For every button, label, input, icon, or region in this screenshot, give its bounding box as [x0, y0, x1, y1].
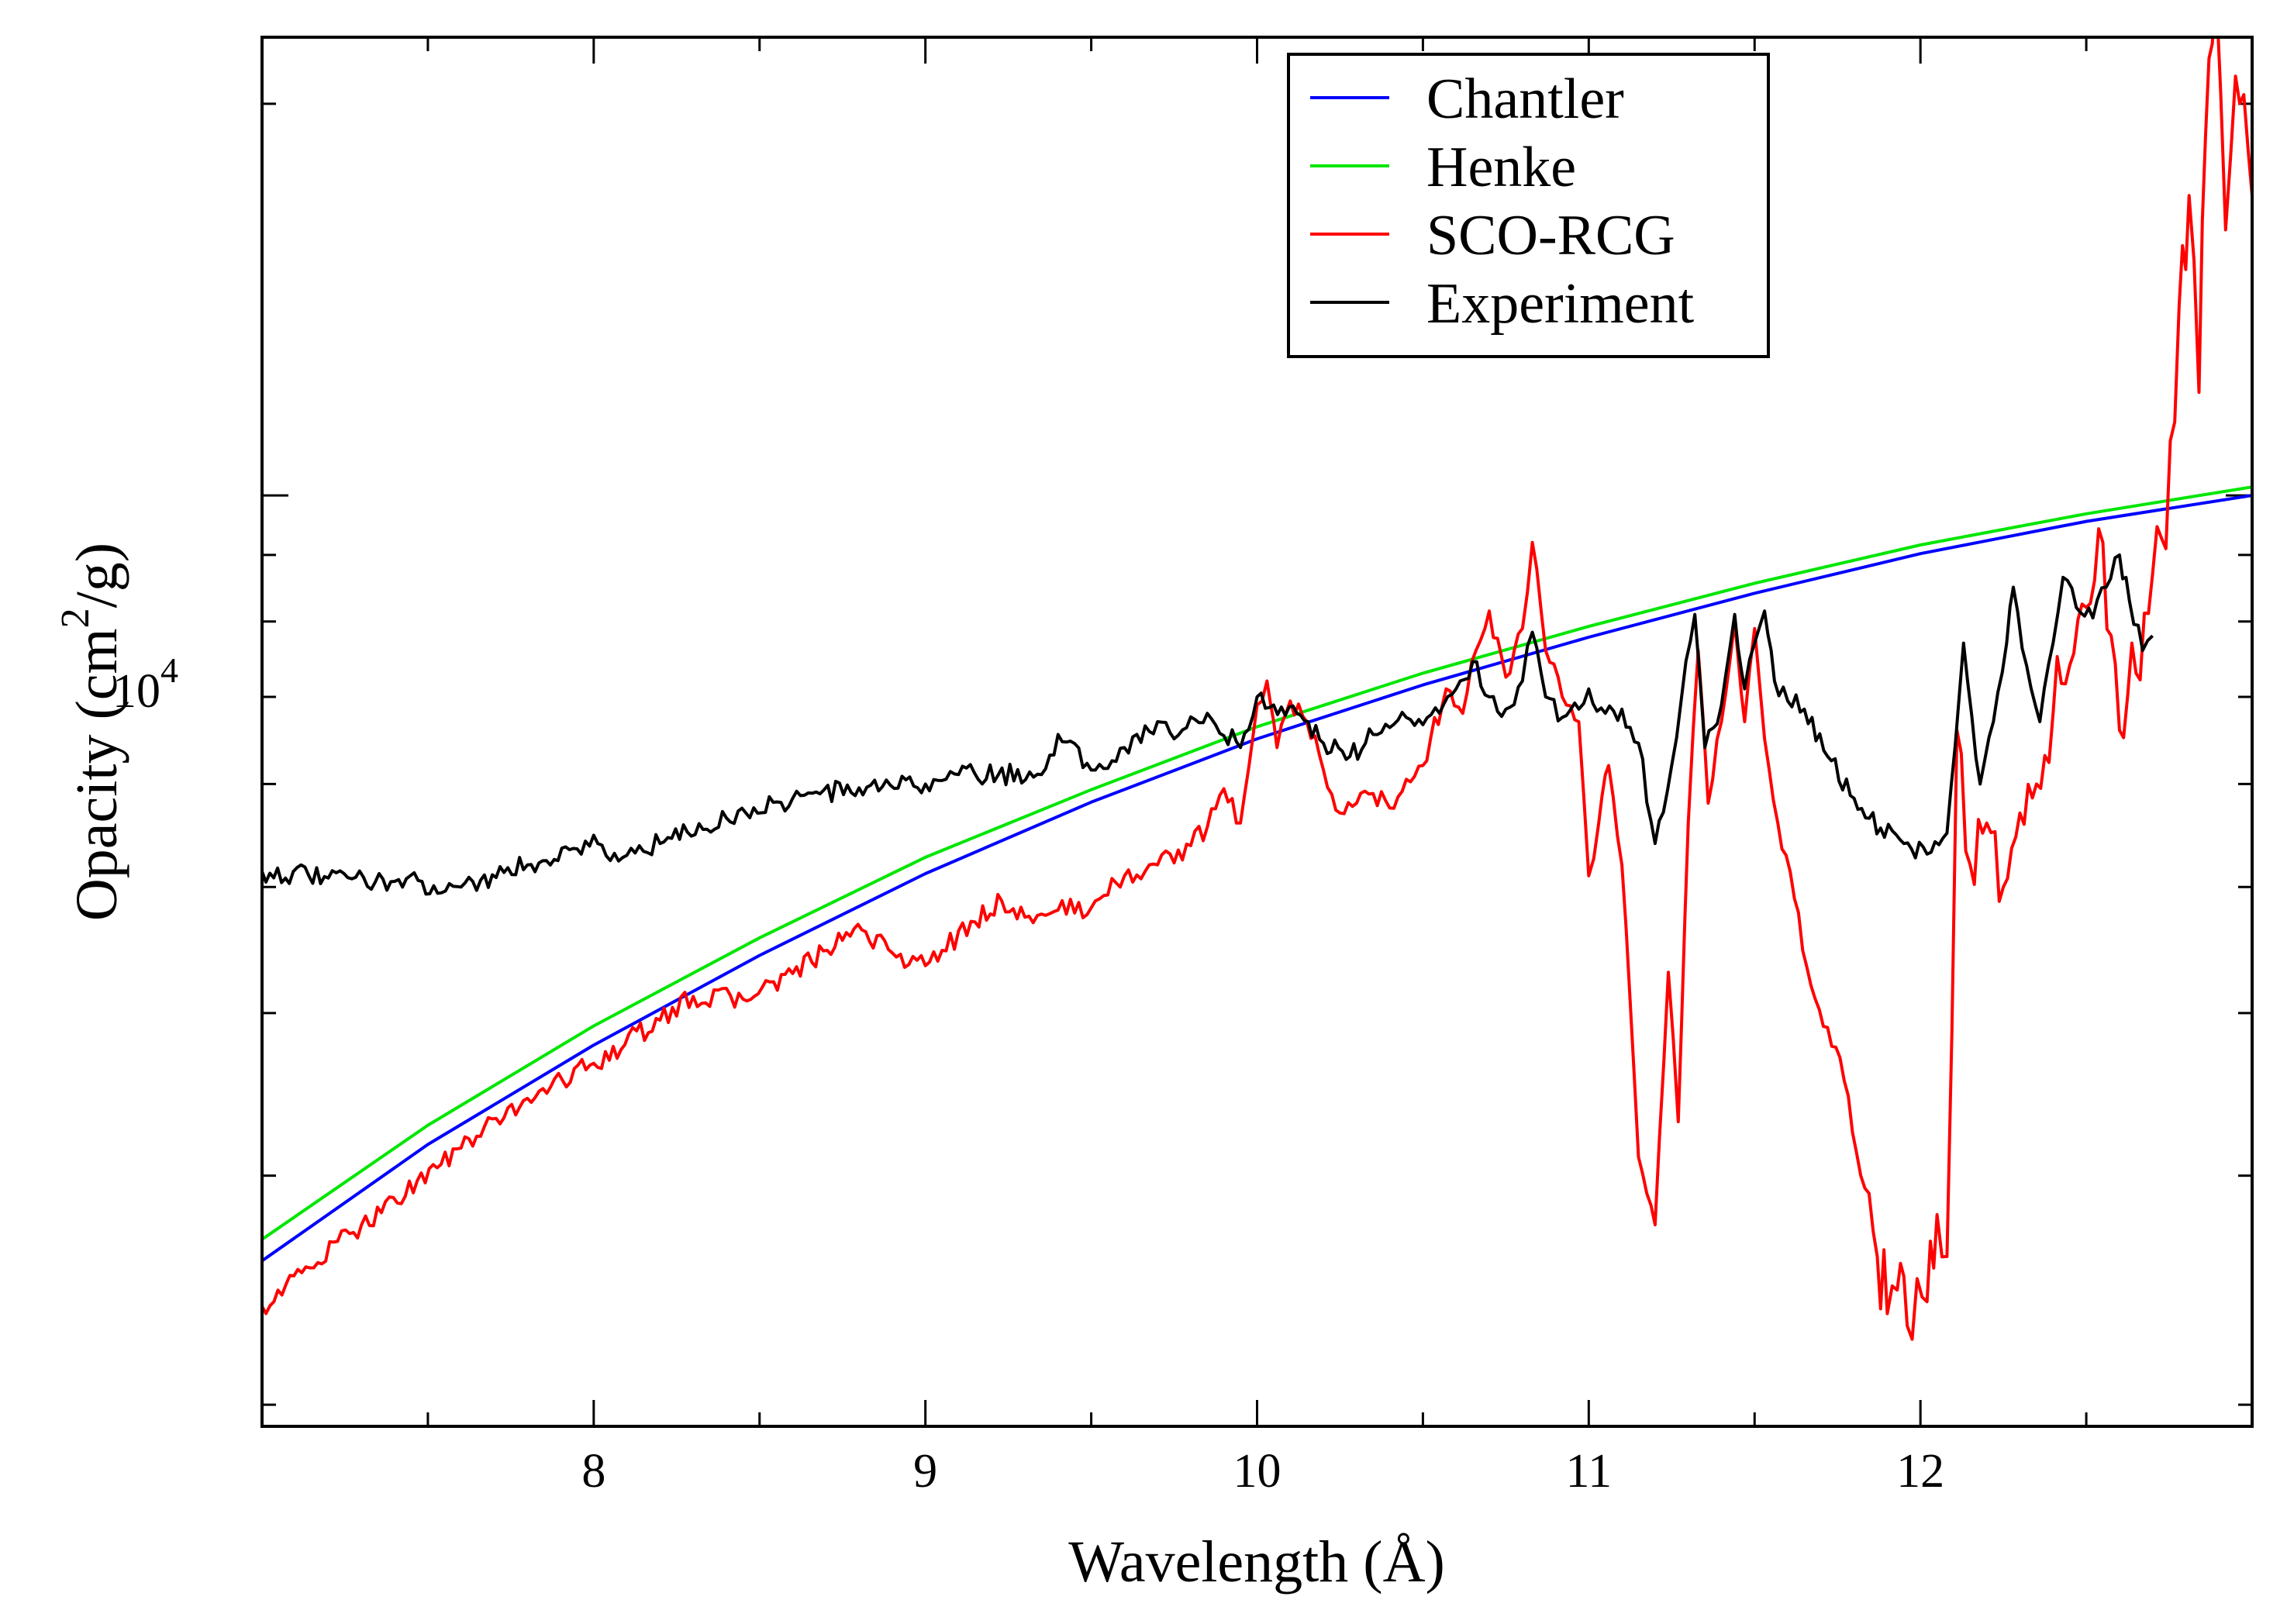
legend-label-chantler: Chantler — [1426, 67, 1624, 131]
legend-label-experiment: Experiment — [1426, 272, 1695, 336]
svg-text:Opacity (cm2/g): Opacity (cm2/g) — [53, 543, 129, 921]
svg-text:104: 104 — [112, 650, 178, 718]
series-line-experiment — [262, 553, 2154, 896]
x-axis-title: Wavelength (Å) — [1068, 1529, 1445, 1595]
tick-label-layer: 8 9 10 11 12 — [581, 1445, 1944, 1498]
x-tick-label: 10 — [1233, 1445, 1281, 1498]
y-axis-title-main: Opacity (cm — [64, 628, 129, 921]
series-line-sco-rcg — [262, 37, 2252, 1341]
series-layer — [262, 37, 2252, 1341]
legend-box — [1287, 53, 1770, 358]
x-tick-label: 12 — [1896, 1445, 1944, 1498]
y-tick-base: 10 — [112, 665, 160, 718]
plot-frame — [260, 36, 2254, 1428]
y-tick-label-10000: 104 — [112, 650, 178, 718]
x-tick-label: 8 — [581, 1445, 605, 1498]
y-axis-title-sup: 2 — [53, 608, 98, 628]
y-axis-title-tail: /g) — [64, 543, 129, 608]
y-tick-exp: 4 — [160, 650, 178, 690]
series-line-chantler — [262, 494, 2252, 1263]
legend-label-henke: Henke — [1426, 136, 1576, 199]
x-tick-label: 9 — [913, 1445, 937, 1498]
y-axis-title: Opacity (cm2/g) — [53, 543, 129, 921]
tick-layer — [262, 37, 2252, 1426]
series-line-henke — [262, 485, 2252, 1241]
legend-label-sco-rcg: SCO-RCG — [1426, 204, 1675, 267]
x-tick-label: 11 — [1565, 1445, 1612, 1498]
